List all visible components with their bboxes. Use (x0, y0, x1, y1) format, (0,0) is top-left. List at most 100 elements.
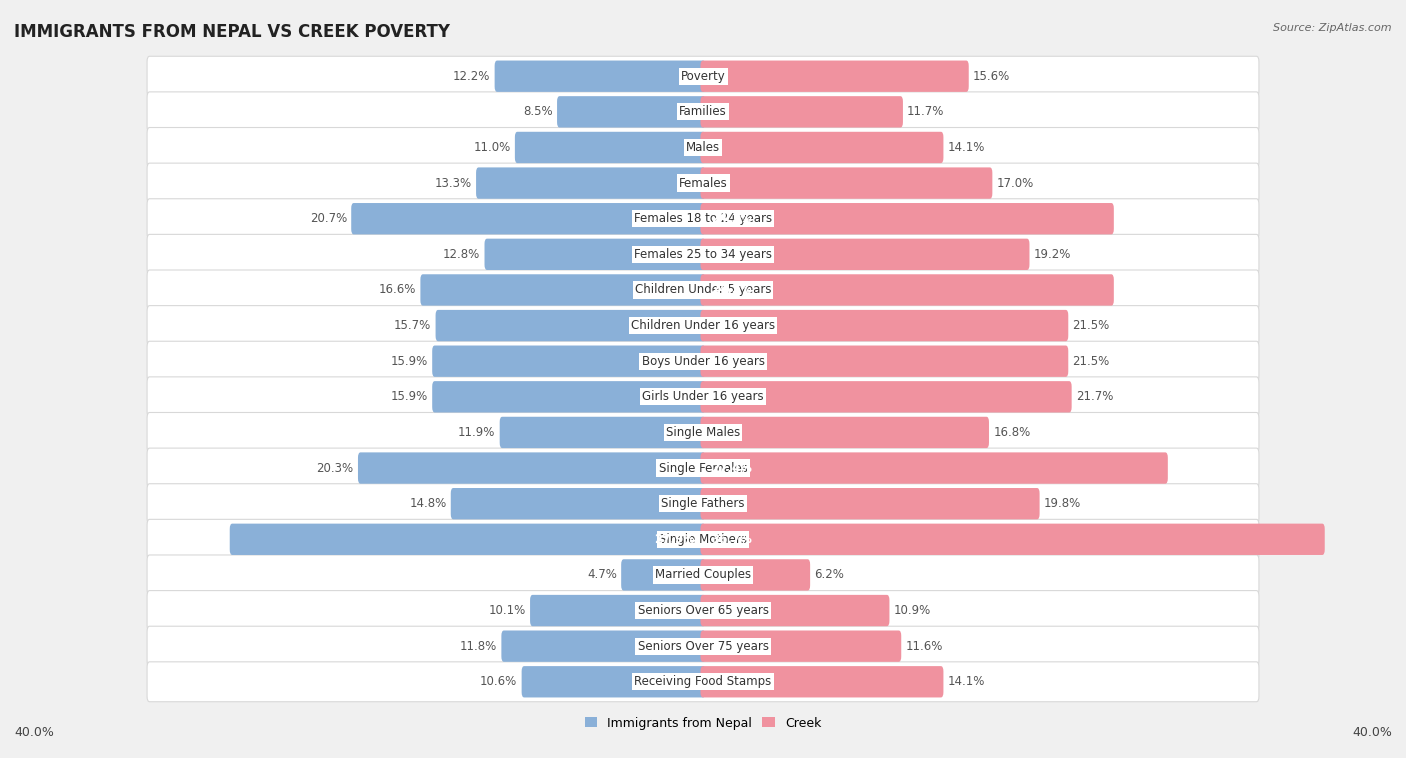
Text: Single Males: Single Males (666, 426, 740, 439)
FancyBboxPatch shape (148, 626, 1258, 666)
Text: 13.3%: 13.3% (434, 177, 472, 190)
Text: 12.2%: 12.2% (453, 70, 491, 83)
Text: 40.0%: 40.0% (14, 726, 53, 739)
FancyBboxPatch shape (502, 631, 706, 662)
FancyBboxPatch shape (420, 274, 706, 305)
Text: 8.5%: 8.5% (523, 105, 553, 118)
Text: 40.0%: 40.0% (1353, 726, 1392, 739)
Text: 11.8%: 11.8% (460, 640, 498, 653)
FancyBboxPatch shape (432, 346, 706, 377)
FancyBboxPatch shape (700, 346, 1069, 377)
Text: 19.8%: 19.8% (1043, 497, 1081, 510)
FancyBboxPatch shape (499, 417, 706, 448)
Text: 27.9%: 27.9% (654, 533, 695, 546)
Text: 16.6%: 16.6% (378, 283, 416, 296)
FancyBboxPatch shape (515, 132, 706, 163)
FancyBboxPatch shape (148, 305, 1258, 346)
FancyBboxPatch shape (148, 412, 1258, 453)
Text: Children Under 16 years: Children Under 16 years (631, 319, 775, 332)
FancyBboxPatch shape (700, 239, 1029, 270)
FancyBboxPatch shape (700, 453, 1168, 484)
FancyBboxPatch shape (148, 92, 1258, 132)
FancyBboxPatch shape (621, 559, 706, 590)
Text: 27.4%: 27.4% (711, 462, 752, 475)
Text: 15.6%: 15.6% (973, 70, 1010, 83)
FancyBboxPatch shape (700, 310, 1069, 341)
Text: 10.9%: 10.9% (894, 604, 931, 617)
FancyBboxPatch shape (485, 239, 706, 270)
FancyBboxPatch shape (148, 448, 1258, 488)
Text: 6.2%: 6.2% (814, 568, 844, 581)
Text: 19.2%: 19.2% (1033, 248, 1071, 261)
Text: Families: Families (679, 105, 727, 118)
Text: 10.6%: 10.6% (481, 675, 517, 688)
Text: 10.1%: 10.1% (489, 604, 526, 617)
FancyBboxPatch shape (148, 163, 1258, 203)
Text: 24.2%: 24.2% (711, 212, 752, 225)
Text: 11.9%: 11.9% (458, 426, 495, 439)
FancyBboxPatch shape (477, 168, 706, 199)
Text: 24.2%: 24.2% (711, 283, 752, 296)
Text: 14.1%: 14.1% (948, 675, 986, 688)
Legend: Immigrants from Nepal, Creek: Immigrants from Nepal, Creek (579, 712, 827, 735)
Text: 4.7%: 4.7% (588, 568, 617, 581)
Text: Seniors Over 65 years: Seniors Over 65 years (637, 604, 769, 617)
Text: Females 25 to 34 years: Females 25 to 34 years (634, 248, 772, 261)
FancyBboxPatch shape (148, 127, 1258, 168)
Text: Females 18 to 24 years: Females 18 to 24 years (634, 212, 772, 225)
FancyBboxPatch shape (700, 381, 1071, 412)
FancyBboxPatch shape (148, 590, 1258, 631)
FancyBboxPatch shape (148, 270, 1258, 310)
Text: 36.7%: 36.7% (711, 533, 752, 546)
Text: Receiving Food Stamps: Receiving Food Stamps (634, 675, 772, 688)
Text: 15.9%: 15.9% (391, 355, 427, 368)
FancyBboxPatch shape (148, 234, 1258, 274)
FancyBboxPatch shape (700, 631, 901, 662)
Text: Boys Under 16 years: Boys Under 16 years (641, 355, 765, 368)
Text: 21.5%: 21.5% (1073, 355, 1109, 368)
Text: 12.8%: 12.8% (443, 248, 481, 261)
Text: 15.9%: 15.9% (391, 390, 427, 403)
Text: 15.7%: 15.7% (394, 319, 432, 332)
FancyBboxPatch shape (700, 595, 890, 626)
FancyBboxPatch shape (148, 662, 1258, 702)
Text: 21.7%: 21.7% (1076, 390, 1114, 403)
FancyBboxPatch shape (700, 132, 943, 163)
Text: 17.0%: 17.0% (997, 177, 1033, 190)
FancyBboxPatch shape (700, 168, 993, 199)
FancyBboxPatch shape (700, 61, 969, 92)
Text: Children Under 5 years: Children Under 5 years (634, 283, 772, 296)
FancyBboxPatch shape (530, 595, 706, 626)
FancyBboxPatch shape (432, 381, 706, 412)
FancyBboxPatch shape (495, 61, 706, 92)
Text: IMMIGRANTS FROM NEPAL VS CREEK POVERTY: IMMIGRANTS FROM NEPAL VS CREEK POVERTY (14, 23, 450, 41)
FancyBboxPatch shape (148, 519, 1258, 559)
FancyBboxPatch shape (557, 96, 706, 127)
Text: Males: Males (686, 141, 720, 154)
FancyBboxPatch shape (700, 274, 1114, 305)
Text: 11.7%: 11.7% (907, 105, 945, 118)
Text: 11.0%: 11.0% (474, 141, 510, 154)
FancyBboxPatch shape (148, 555, 1258, 595)
FancyBboxPatch shape (700, 524, 1324, 555)
Text: 14.1%: 14.1% (948, 141, 986, 154)
FancyBboxPatch shape (148, 56, 1258, 96)
FancyBboxPatch shape (148, 341, 1258, 381)
FancyBboxPatch shape (700, 666, 943, 697)
FancyBboxPatch shape (700, 96, 903, 127)
FancyBboxPatch shape (359, 453, 706, 484)
FancyBboxPatch shape (700, 203, 1114, 234)
FancyBboxPatch shape (700, 559, 810, 590)
FancyBboxPatch shape (700, 488, 1039, 519)
FancyBboxPatch shape (352, 203, 706, 234)
Text: Seniors Over 75 years: Seniors Over 75 years (637, 640, 769, 653)
Text: Females: Females (679, 177, 727, 190)
FancyBboxPatch shape (148, 199, 1258, 239)
FancyBboxPatch shape (148, 377, 1258, 417)
Text: 20.3%: 20.3% (316, 462, 354, 475)
FancyBboxPatch shape (700, 417, 988, 448)
Text: 11.6%: 11.6% (905, 640, 943, 653)
Text: Single Fathers: Single Fathers (661, 497, 745, 510)
Text: 21.5%: 21.5% (1073, 319, 1109, 332)
Text: Married Couples: Married Couples (655, 568, 751, 581)
